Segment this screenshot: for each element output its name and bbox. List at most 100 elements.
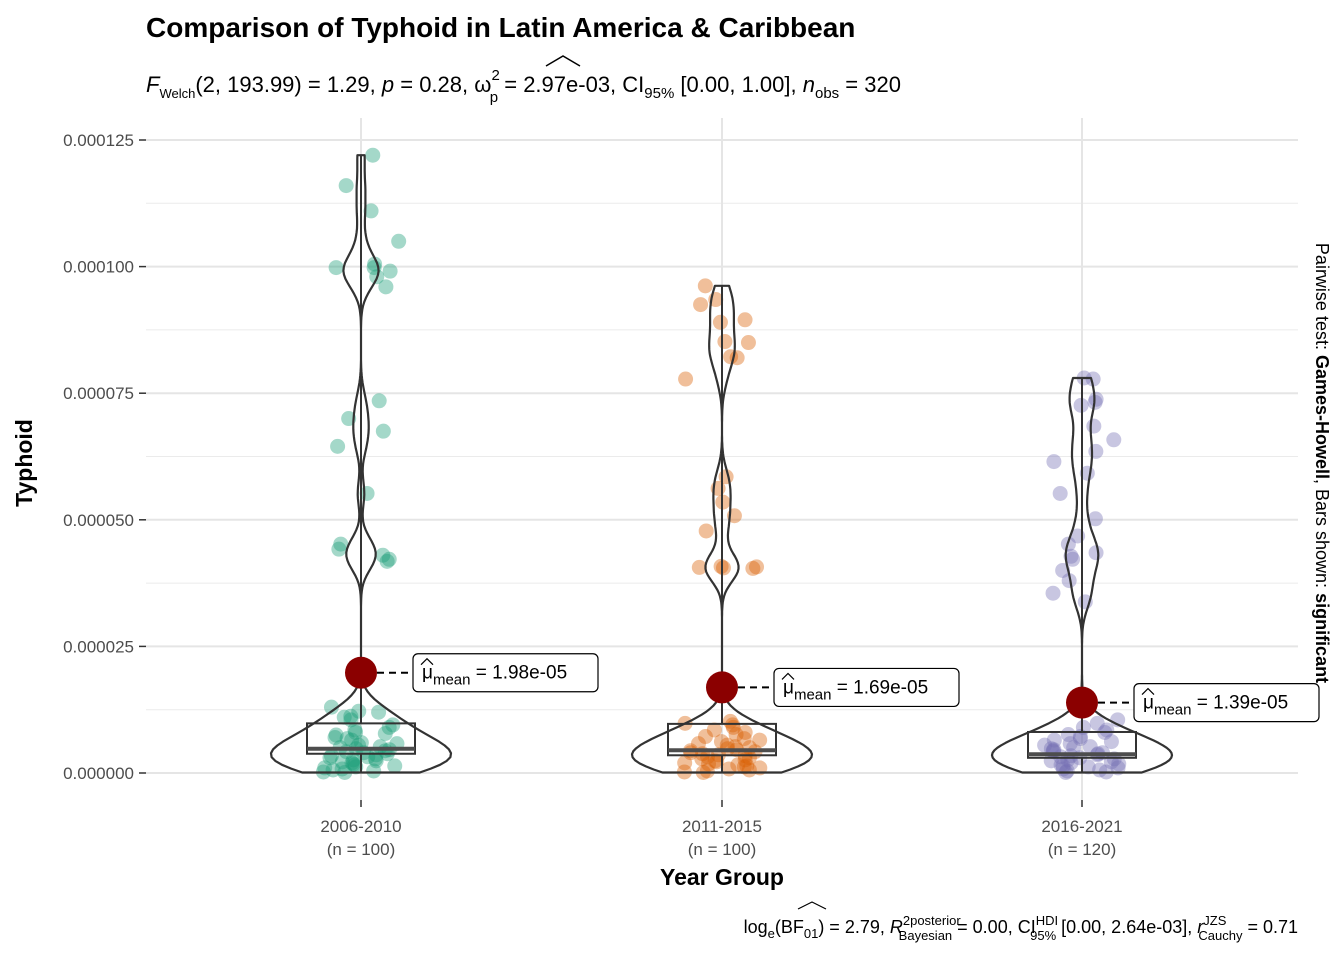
mean-label-1: μmean = 1.69e-05 xyxy=(783,677,928,703)
data-point xyxy=(712,314,728,330)
mean-label-box-2 xyxy=(1133,683,1320,723)
mean-hat-2 xyxy=(1141,687,1155,696)
data-point xyxy=(752,732,768,748)
y-tick-label-5: 0.000000 xyxy=(63,764,134,783)
caption-r2-sup2: posterior xyxy=(910,913,961,928)
data-point xyxy=(691,559,707,575)
mean-symbol: μ xyxy=(1143,693,1154,714)
data-point xyxy=(725,717,741,733)
data-point xyxy=(713,734,729,750)
x-tick-label-1: 2011-2015 xyxy=(682,817,762,836)
data-point xyxy=(1092,762,1108,778)
data-point xyxy=(375,547,391,563)
data-point xyxy=(690,736,706,752)
data-point xyxy=(1055,758,1071,774)
data-point xyxy=(1089,715,1105,731)
caption-r-value: = 0.71 xyxy=(1242,917,1298,937)
caption-r2: R xyxy=(890,917,903,937)
mean-subscript: mean xyxy=(794,686,832,703)
data-point xyxy=(379,553,395,569)
data-point xyxy=(368,753,384,769)
caption-log-sub: e xyxy=(768,926,775,941)
data-point xyxy=(385,717,401,733)
data-point xyxy=(323,748,339,764)
data-point xyxy=(348,724,364,740)
mean-label-box-1 xyxy=(773,667,960,708)
data-point xyxy=(717,334,733,350)
data-point xyxy=(1046,732,1062,748)
mean-point-1 xyxy=(706,671,738,704)
data-point xyxy=(333,536,349,552)
data-point xyxy=(678,371,694,387)
caption-ci-sub: 95% xyxy=(1030,928,1056,943)
x-tick-label-0: 2006-2010 xyxy=(320,817,401,836)
data-point xyxy=(325,762,341,778)
box-2 xyxy=(1027,730,1137,759)
data-point xyxy=(1045,585,1061,601)
data-point xyxy=(351,703,367,719)
data-point xyxy=(391,233,407,249)
data-point xyxy=(366,763,382,779)
data-point xyxy=(730,757,746,773)
omega-hat-mark xyxy=(545,55,581,67)
data-point xyxy=(377,726,393,742)
data-point xyxy=(706,722,722,738)
data-point xyxy=(736,731,752,747)
caption-bf-sub: 01 xyxy=(804,926,818,941)
data-point xyxy=(693,297,709,313)
mean-point-2 xyxy=(1066,686,1098,719)
data-point xyxy=(737,724,753,740)
data-point xyxy=(387,758,403,774)
data-point xyxy=(699,763,715,779)
data-point xyxy=(1072,731,1088,747)
pairwise-test-name: Games-Howell xyxy=(1312,355,1332,479)
y-axis-title: Typhoid xyxy=(11,419,37,507)
data-point xyxy=(697,278,713,294)
box-1 xyxy=(667,722,777,757)
mean-subscript: mean xyxy=(1154,702,1192,719)
box-0 xyxy=(306,722,416,755)
x-tick-count-2: (n = 120) xyxy=(1048,840,1117,859)
data-point xyxy=(1059,763,1075,779)
y-axis: 0.000125 0.000100 0.000075 0.000050 0.000025… xyxy=(63,131,146,783)
chart-caption: loge(BF01) = 2.79, R2posterior Bayesian =… xyxy=(744,913,1298,943)
pairwise-shown: significant xyxy=(1312,593,1332,683)
data-point xyxy=(1066,740,1082,756)
mean-symbol: μ xyxy=(422,663,433,684)
data-point xyxy=(345,752,361,768)
x-tick-count-1: (n = 100) xyxy=(688,840,757,859)
data-point xyxy=(707,753,723,769)
mean-label-box-0 xyxy=(412,653,599,693)
data-point xyxy=(1061,573,1077,589)
data-point xyxy=(715,560,731,576)
r2-hat-mark xyxy=(797,901,827,910)
subtitle-p-value: = 0.28, xyxy=(394,72,474,97)
data-point xyxy=(1082,739,1098,755)
data-point xyxy=(328,727,344,743)
subtitle-ci-sub: 95% xyxy=(644,85,674,102)
data-point xyxy=(1060,727,1076,743)
data-point xyxy=(368,747,384,763)
y-tick-label-2: 0.000075 xyxy=(63,384,134,403)
subtitle-stat-sub: Welch xyxy=(159,86,195,101)
subtitle-n-sub: obs xyxy=(815,85,839,102)
data-point xyxy=(382,263,398,279)
data-point xyxy=(701,756,717,772)
data-point xyxy=(1063,548,1079,564)
boxplots xyxy=(306,155,1137,772)
data-point xyxy=(1086,418,1102,434)
caption-r2-sup: 2 xyxy=(903,913,910,928)
chart-title: Comparison of Typhoid in Latin America &… xyxy=(146,12,855,43)
data-point xyxy=(344,755,360,771)
data-point xyxy=(1088,545,1104,561)
data-point xyxy=(697,729,713,745)
mean-label-2: μmean = 1.39e-05 xyxy=(1143,693,1288,719)
caption-ci-value: [0.00, 2.64e-03], xyxy=(1056,917,1197,937)
mean-value: = 1.69e-05 xyxy=(831,677,928,698)
x-axis: 2006-2010 (n = 100) 2011-2015 (n = 100) 2016… xyxy=(320,800,1123,859)
data-point xyxy=(1088,443,1104,459)
y-tick-label-1: 0.000100 xyxy=(63,258,134,277)
data-point xyxy=(728,727,744,743)
subtitle-p-label: p xyxy=(381,72,394,97)
data-point xyxy=(740,335,756,351)
